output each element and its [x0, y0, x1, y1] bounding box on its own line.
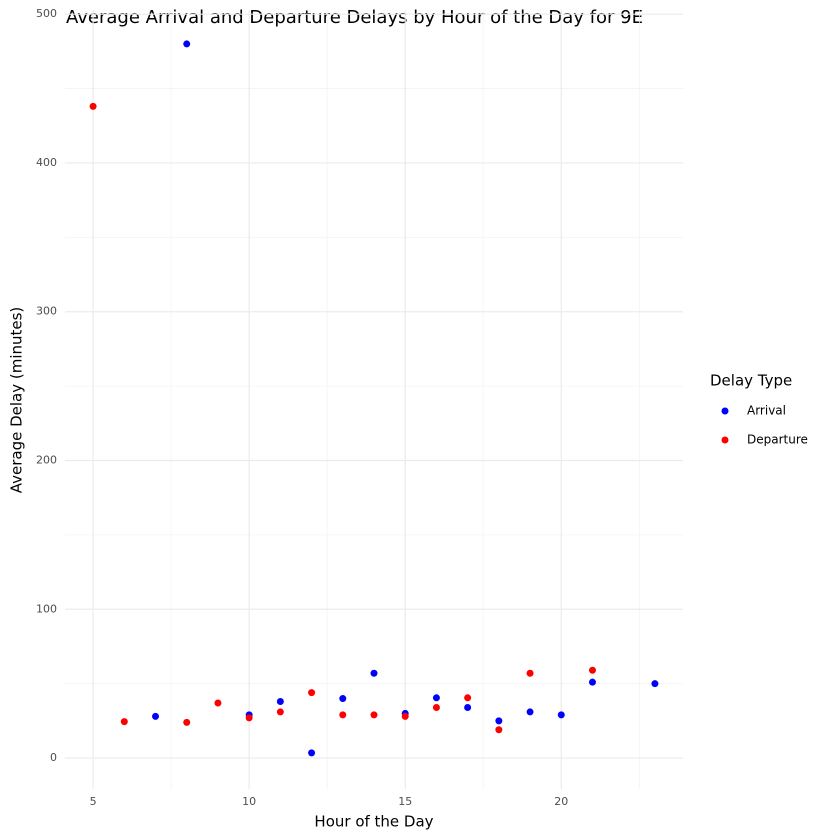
point: [370, 711, 378, 719]
point: [464, 703, 472, 711]
point: [588, 666, 596, 674]
y-tick-label: 500: [36, 7, 57, 20]
legend-marker: [721, 436, 729, 444]
point: [245, 714, 253, 722]
point: [588, 678, 596, 686]
point: [464, 694, 472, 702]
point: [432, 703, 440, 711]
x-axis-label: Hour of the Day: [314, 813, 433, 831]
y-tick-label: 300: [36, 305, 57, 318]
point: [651, 680, 659, 688]
point: [308, 689, 316, 697]
point: [308, 749, 316, 757]
point: [339, 711, 347, 719]
x-tick-label: 20: [554, 795, 568, 808]
y-tick-label: 100: [36, 602, 57, 615]
legend-title: Delay Type: [710, 372, 792, 390]
y-tick-label: 200: [36, 453, 57, 466]
y-axis-label: Average Delay (minutes): [8, 307, 26, 494]
point: [120, 718, 128, 726]
y-tick-label: 400: [36, 156, 57, 169]
x-tick-label: 15: [398, 795, 412, 808]
point: [432, 694, 440, 702]
point: [89, 102, 97, 110]
point: [526, 708, 534, 716]
point: [214, 699, 222, 707]
point: [183, 718, 191, 726]
point: [495, 717, 503, 725]
legend-label: Departure: [747, 433, 808, 447]
point: [557, 711, 565, 719]
x-tick-label: 10: [242, 795, 256, 808]
point: [339, 695, 347, 703]
point: [183, 40, 191, 48]
point: [276, 708, 284, 716]
point: [152, 712, 160, 720]
point: [526, 669, 534, 677]
point: [370, 669, 378, 677]
point: [495, 726, 503, 734]
legend-label: Arrival: [747, 404, 786, 418]
y-tick-label: 0: [50, 751, 57, 764]
x-tick-label: 5: [90, 795, 97, 808]
legend-marker: [721, 407, 729, 415]
chart-title: Average Arrival and Departure Delays by …: [66, 7, 643, 28]
point: [276, 698, 284, 706]
point: [401, 712, 409, 720]
